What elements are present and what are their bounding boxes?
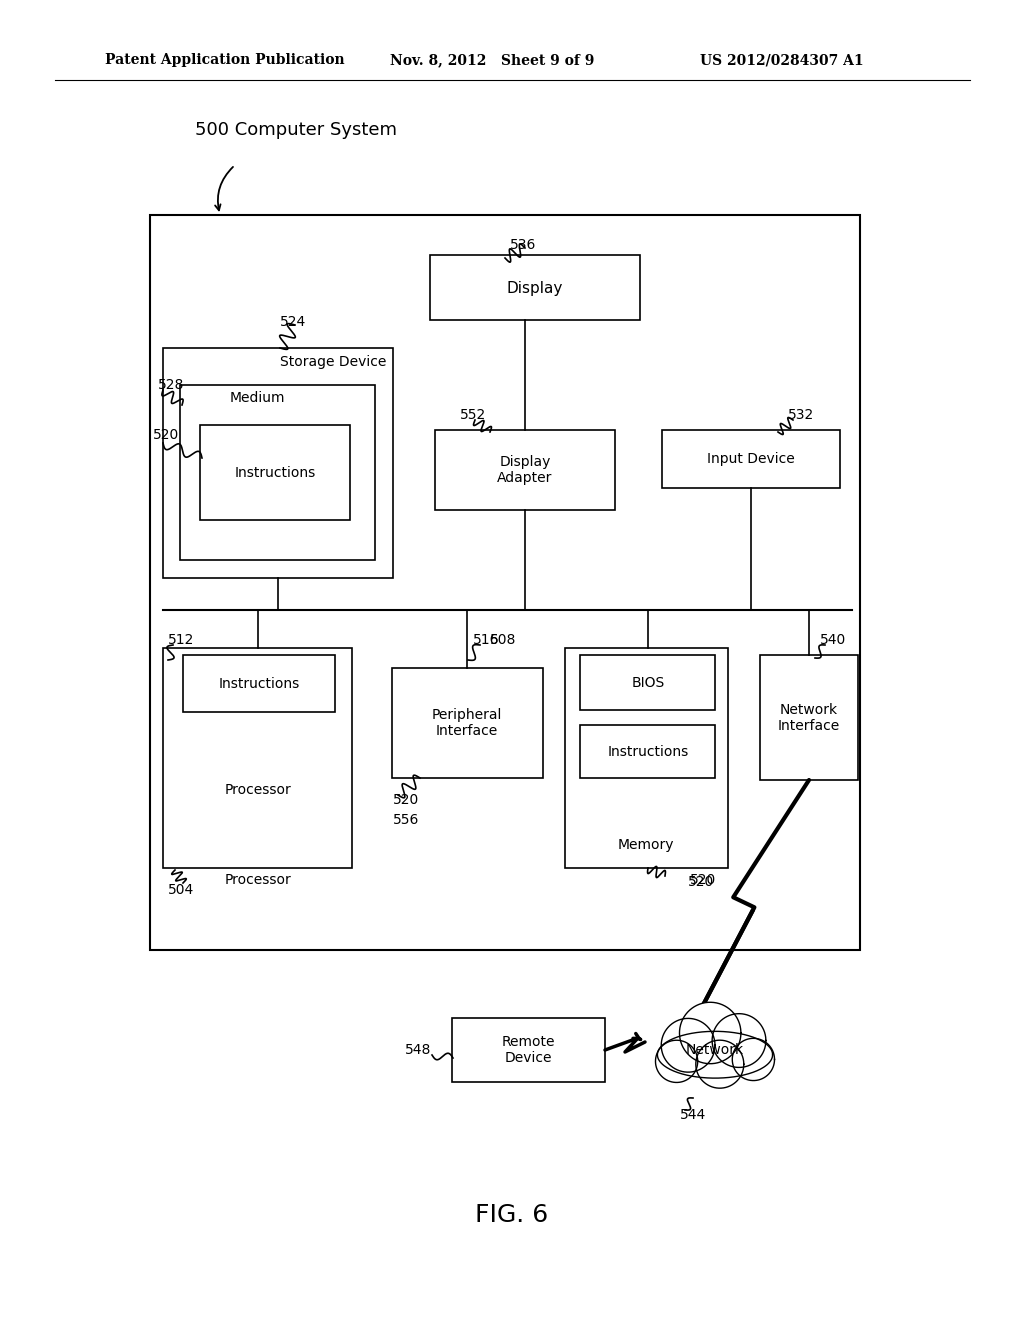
Text: Peripheral
Interface: Peripheral Interface bbox=[432, 708, 502, 738]
Text: FIG. 6: FIG. 6 bbox=[475, 1203, 549, 1228]
Bar bbox=[760, 655, 858, 780]
Bar bbox=[200, 425, 350, 520]
Circle shape bbox=[662, 1019, 715, 1072]
Text: 512: 512 bbox=[168, 634, 195, 647]
Bar bbox=[180, 385, 375, 560]
Ellipse shape bbox=[657, 1031, 772, 1078]
Text: 508: 508 bbox=[490, 634, 516, 647]
Bar bbox=[452, 1018, 605, 1082]
Text: Display
Adapter: Display Adapter bbox=[498, 455, 553, 486]
Bar bbox=[150, 215, 860, 950]
Text: 544: 544 bbox=[680, 1107, 707, 1122]
Text: 540: 540 bbox=[820, 634, 846, 647]
Text: 520: 520 bbox=[153, 428, 179, 442]
Bar bbox=[580, 725, 715, 777]
Bar bbox=[565, 648, 728, 869]
Text: Nov. 8, 2012   Sheet 9 of 9: Nov. 8, 2012 Sheet 9 of 9 bbox=[390, 53, 594, 67]
Circle shape bbox=[712, 1014, 766, 1068]
Text: 548: 548 bbox=[406, 1043, 431, 1057]
Bar bbox=[662, 430, 840, 488]
Text: BIOS: BIOS bbox=[632, 676, 665, 690]
Text: 520: 520 bbox=[393, 793, 419, 807]
Text: Memory: Memory bbox=[617, 838, 674, 851]
Text: 532: 532 bbox=[788, 408, 814, 422]
Text: Instructions: Instructions bbox=[234, 466, 315, 480]
Bar bbox=[392, 668, 543, 777]
Bar bbox=[430, 255, 640, 319]
Text: 524: 524 bbox=[280, 315, 306, 329]
Text: Processor: Processor bbox=[224, 873, 292, 887]
Bar bbox=[163, 648, 352, 869]
Text: 504: 504 bbox=[168, 883, 195, 898]
Text: Medium: Medium bbox=[230, 391, 286, 405]
Circle shape bbox=[732, 1039, 774, 1081]
Bar bbox=[183, 655, 335, 711]
Text: 536: 536 bbox=[510, 238, 537, 252]
Circle shape bbox=[655, 1040, 697, 1082]
Text: Instructions: Instructions bbox=[218, 677, 300, 690]
Text: Instructions: Instructions bbox=[607, 744, 688, 759]
Text: Patent Application Publication: Patent Application Publication bbox=[105, 53, 345, 67]
Text: US 2012/0284307 A1: US 2012/0284307 A1 bbox=[700, 53, 863, 67]
Bar bbox=[580, 655, 715, 710]
Circle shape bbox=[695, 1040, 743, 1088]
Text: Remote
Device: Remote Device bbox=[502, 1035, 555, 1065]
Text: 528: 528 bbox=[158, 378, 184, 392]
Circle shape bbox=[680, 1002, 741, 1064]
Text: Display: Display bbox=[507, 281, 563, 296]
Bar bbox=[435, 430, 615, 510]
Text: Processor: Processor bbox=[224, 783, 292, 797]
Text: Network
Interface: Network Interface bbox=[778, 702, 840, 733]
Text: 520: 520 bbox=[690, 873, 716, 887]
Text: 500 Computer System: 500 Computer System bbox=[195, 121, 397, 139]
Text: 556: 556 bbox=[393, 813, 420, 828]
Text: Storage Device: Storage Device bbox=[280, 355, 386, 370]
Text: Network: Network bbox=[686, 1043, 744, 1057]
Text: 520: 520 bbox=[688, 875, 715, 888]
Text: Input Device: Input Device bbox=[708, 451, 795, 466]
Text: 552: 552 bbox=[460, 408, 486, 422]
Bar bbox=[163, 348, 393, 578]
Text: 516: 516 bbox=[473, 634, 500, 647]
